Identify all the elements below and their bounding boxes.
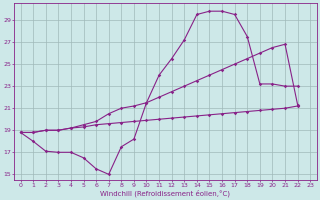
X-axis label: Windchill (Refroidissement éolien,°C): Windchill (Refroidissement éolien,°C) bbox=[100, 189, 230, 197]
